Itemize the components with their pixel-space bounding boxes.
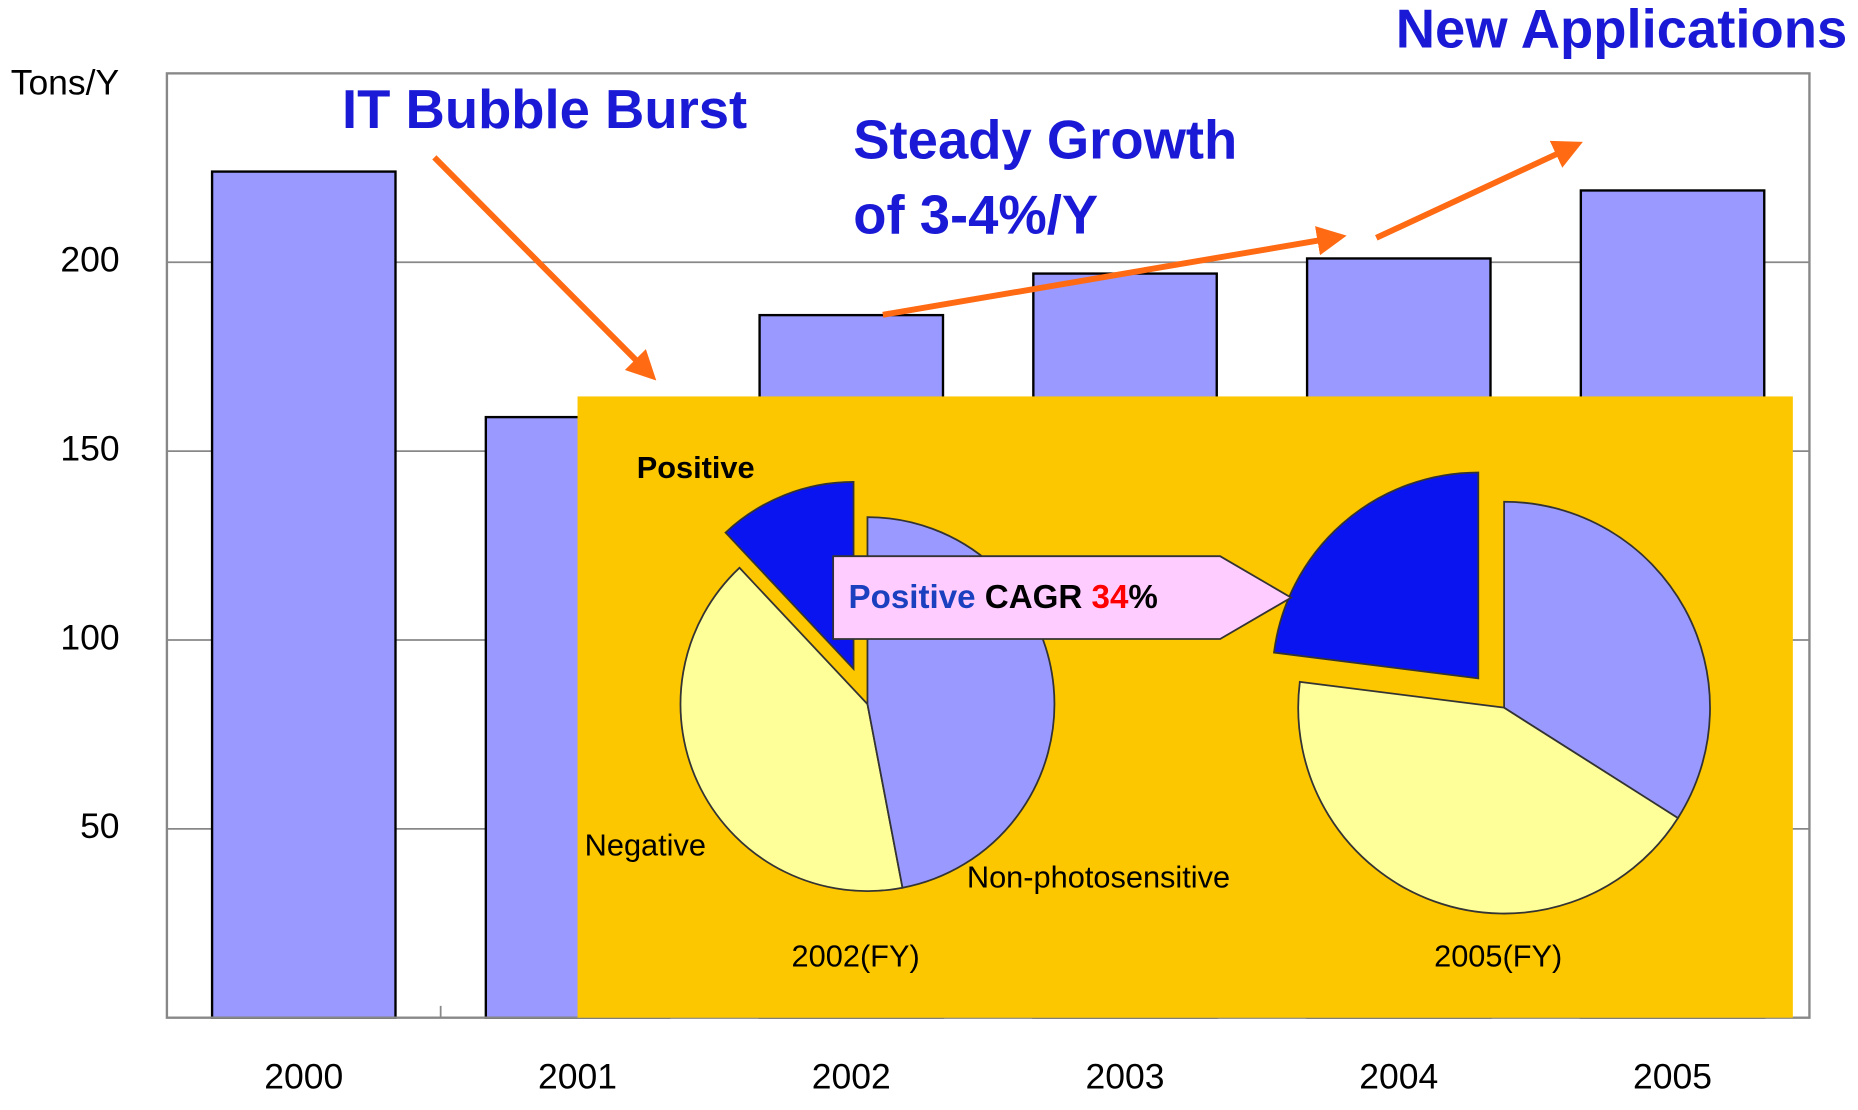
y-tick-label: 200 (60, 240, 119, 280)
pie-title: 2002(FY) (792, 939, 920, 974)
y-axis-label: Tons/Y (11, 63, 120, 103)
annotation: New Applications (1396, 0, 1848, 60)
pie-slice (724, 481, 855, 672)
annotation: Steady Growth (853, 110, 1237, 171)
x-tick-label: 2001 (538, 1057, 617, 1097)
callout-part: 34 (1092, 579, 1129, 616)
x-tick-label: 2004 (1359, 1057, 1438, 1097)
x-tick-label: 2000 (264, 1057, 343, 1097)
bar (210, 170, 397, 1019)
x-tick-label: 2002 (812, 1057, 891, 1097)
pie-label: Negative (585, 827, 706, 862)
pie-slice (1297, 680, 1680, 915)
callout-part: CAGR (985, 579, 1083, 616)
callout-label: Positive CAGR 34% (849, 579, 1158, 616)
pie-label: Positive (637, 450, 755, 485)
arrow (882, 226, 1347, 318)
annotation: IT Bubble Burst (342, 79, 747, 140)
pie-title: 2005(FY) (1434, 939, 1562, 974)
callout-part: % (1128, 579, 1157, 616)
y-tick-label: 100 (60, 617, 119, 657)
pie-label: Non-photosensitive (967, 859, 1230, 894)
x-tick-label: 2003 (1086, 1057, 1165, 1097)
arrow (432, 155, 657, 381)
callout-arrow (832, 555, 1293, 640)
x-tick-label: 2005 (1633, 1057, 1712, 1097)
callout-part: Positive (849, 579, 976, 616)
pie-slice (1273, 471, 1480, 680)
arrow (1375, 140, 1583, 241)
pie-slice (1503, 500, 1711, 820)
y-tick-label: 50 (80, 806, 120, 846)
pie-slice (679, 566, 904, 892)
y-tick-label: 150 (60, 428, 119, 468)
annotation: of 3-4%/Y (853, 184, 1098, 245)
